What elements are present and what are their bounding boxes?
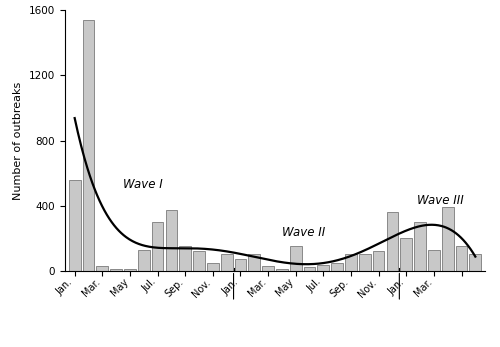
Bar bbox=[428, 249, 440, 271]
Text: Wave III: Wave III bbox=[418, 194, 464, 207]
Bar bbox=[82, 20, 94, 271]
Bar bbox=[180, 246, 191, 271]
Bar bbox=[193, 251, 205, 271]
Bar bbox=[456, 246, 468, 271]
Bar bbox=[386, 212, 398, 271]
Bar bbox=[166, 211, 177, 271]
Bar bbox=[152, 222, 164, 271]
Bar bbox=[69, 180, 80, 271]
Bar bbox=[332, 263, 343, 271]
Y-axis label: Number of outbreaks: Number of outbreaks bbox=[14, 82, 24, 200]
Text: Wave II: Wave II bbox=[282, 226, 325, 239]
Bar bbox=[207, 263, 218, 271]
Bar bbox=[318, 265, 329, 271]
Bar bbox=[138, 249, 149, 271]
Bar bbox=[110, 269, 122, 271]
Bar bbox=[470, 254, 481, 271]
Bar bbox=[276, 269, 288, 271]
Bar bbox=[414, 222, 426, 271]
Bar bbox=[221, 254, 232, 271]
Bar bbox=[96, 266, 108, 271]
Text: Wave I: Wave I bbox=[123, 178, 163, 191]
Bar bbox=[124, 269, 136, 271]
Bar bbox=[400, 238, 412, 271]
Bar bbox=[442, 207, 454, 271]
Bar bbox=[372, 251, 384, 271]
Bar bbox=[304, 266, 316, 271]
Bar bbox=[359, 254, 370, 271]
Bar bbox=[234, 259, 246, 271]
Bar bbox=[248, 254, 260, 271]
Bar bbox=[290, 246, 302, 271]
Bar bbox=[262, 266, 274, 271]
Bar bbox=[345, 254, 357, 271]
